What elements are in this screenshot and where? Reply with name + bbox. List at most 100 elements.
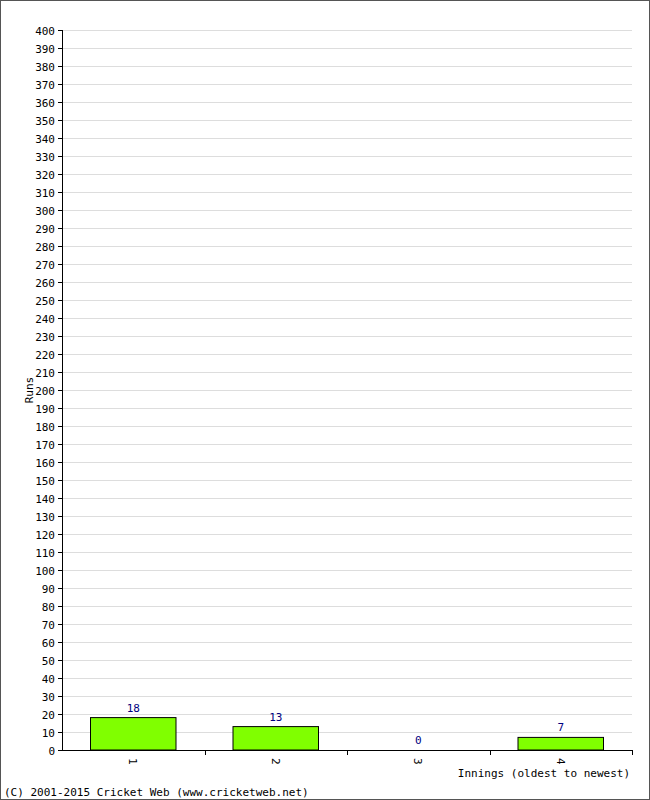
grid-line <box>62 498 632 499</box>
y-tick-label: 260 <box>35 277 55 290</box>
grid-line <box>62 210 632 211</box>
y-tick-label: 0 <box>48 745 55 758</box>
y-tick-label: 140 <box>35 493 55 506</box>
grid-line <box>62 642 632 643</box>
x-band-tick <box>490 750 491 755</box>
y-tick <box>58 120 62 121</box>
y-tick <box>58 174 62 175</box>
grid-line <box>62 84 632 85</box>
x-tick-label: 4 <box>554 758 567 765</box>
y-tick <box>58 462 62 463</box>
data-label: 13 <box>269 711 282 724</box>
y-tick <box>58 732 62 733</box>
y-tick-label: 10 <box>42 727 55 740</box>
y-tick <box>58 156 62 157</box>
y-tick-label: 160 <box>35 457 55 470</box>
grid-line <box>62 606 632 607</box>
grid-line <box>62 552 632 553</box>
y-tick-label: 390 <box>35 43 55 56</box>
y-tick-label: 300 <box>35 205 55 218</box>
y-tick-label: 330 <box>35 151 55 164</box>
y-tick <box>58 300 62 301</box>
grid-line <box>62 30 632 31</box>
y-tick <box>58 48 62 49</box>
y-tick-label: 110 <box>35 547 55 560</box>
grid-line <box>62 264 632 265</box>
y-tick <box>58 138 62 139</box>
grid-line <box>62 228 632 229</box>
y-tick <box>58 246 62 247</box>
y-tick-label: 350 <box>35 115 55 128</box>
y-tick-label: 50 <box>42 655 55 668</box>
y-axis <box>62 30 63 750</box>
y-tick <box>58 624 62 625</box>
y-tick-label: 200 <box>35 385 55 398</box>
data-label: 7 <box>557 721 564 734</box>
y-tick <box>58 660 62 661</box>
y-tick <box>58 498 62 499</box>
y-tick <box>58 336 62 337</box>
grid-line <box>62 696 632 697</box>
y-tick-label: 180 <box>35 421 55 434</box>
grid-line <box>62 390 632 391</box>
grid-line <box>62 588 632 589</box>
grid-line <box>62 516 632 517</box>
y-tick-label: 190 <box>35 403 55 416</box>
grid-line <box>62 192 632 193</box>
y-tick-label: 380 <box>35 61 55 74</box>
y-tick-label: 240 <box>35 313 55 326</box>
bar <box>518 737 604 750</box>
y-tick-label: 70 <box>42 619 55 632</box>
data-label: 0 <box>415 734 422 747</box>
x-band-tick <box>347 750 348 755</box>
y-tick <box>58 318 62 319</box>
y-tick-label: 90 <box>42 583 55 596</box>
y-tick-label: 120 <box>35 529 55 542</box>
x-band-tick <box>205 750 206 755</box>
y-tick <box>58 588 62 589</box>
grid-line <box>62 66 632 67</box>
x-band-tick <box>632 750 633 755</box>
y-tick <box>58 192 62 193</box>
grid-line <box>62 156 632 157</box>
grid-line <box>62 714 632 715</box>
y-tick <box>58 678 62 679</box>
grid-line <box>62 660 632 661</box>
grid-line <box>62 174 632 175</box>
y-tick <box>58 480 62 481</box>
y-axis-label: Runs <box>23 377 36 404</box>
grid-line <box>62 444 632 445</box>
grid-line <box>62 408 632 409</box>
y-tick <box>58 408 62 409</box>
grid-line <box>62 138 632 139</box>
y-tick-label: 310 <box>35 187 55 200</box>
y-tick-label: 60 <box>42 637 55 650</box>
y-tick-label: 340 <box>35 133 55 146</box>
y-tick <box>58 570 62 571</box>
y-tick-label: 290 <box>35 223 55 236</box>
grid-line <box>62 480 632 481</box>
bars <box>91 718 604 750</box>
chart-wrapper: 0102030405060708090100110120130140150160… <box>0 0 650 800</box>
grid-line <box>62 336 632 337</box>
grid-line <box>62 570 632 571</box>
y-tick <box>58 84 62 85</box>
grid-line <box>62 426 632 427</box>
grid-line <box>62 624 632 625</box>
grid-line <box>62 300 632 301</box>
bar <box>233 727 319 750</box>
y-tick-label: 210 <box>35 367 55 380</box>
grid-line <box>62 678 632 679</box>
y-tick-label: 370 <box>35 79 55 92</box>
y-tick-label: 320 <box>35 169 55 182</box>
grid-line <box>62 282 632 283</box>
grid <box>58 31 632 751</box>
y-tick <box>58 372 62 373</box>
y-tick-label: 170 <box>35 439 55 452</box>
y-tick-label: 80 <box>42 601 55 614</box>
y-tick-label: 220 <box>35 349 55 362</box>
y-tick <box>58 750 62 751</box>
y-tick-label: 360 <box>35 97 55 110</box>
y-tick-label: 280 <box>35 241 55 254</box>
y-tick-label: 20 <box>42 709 55 722</box>
